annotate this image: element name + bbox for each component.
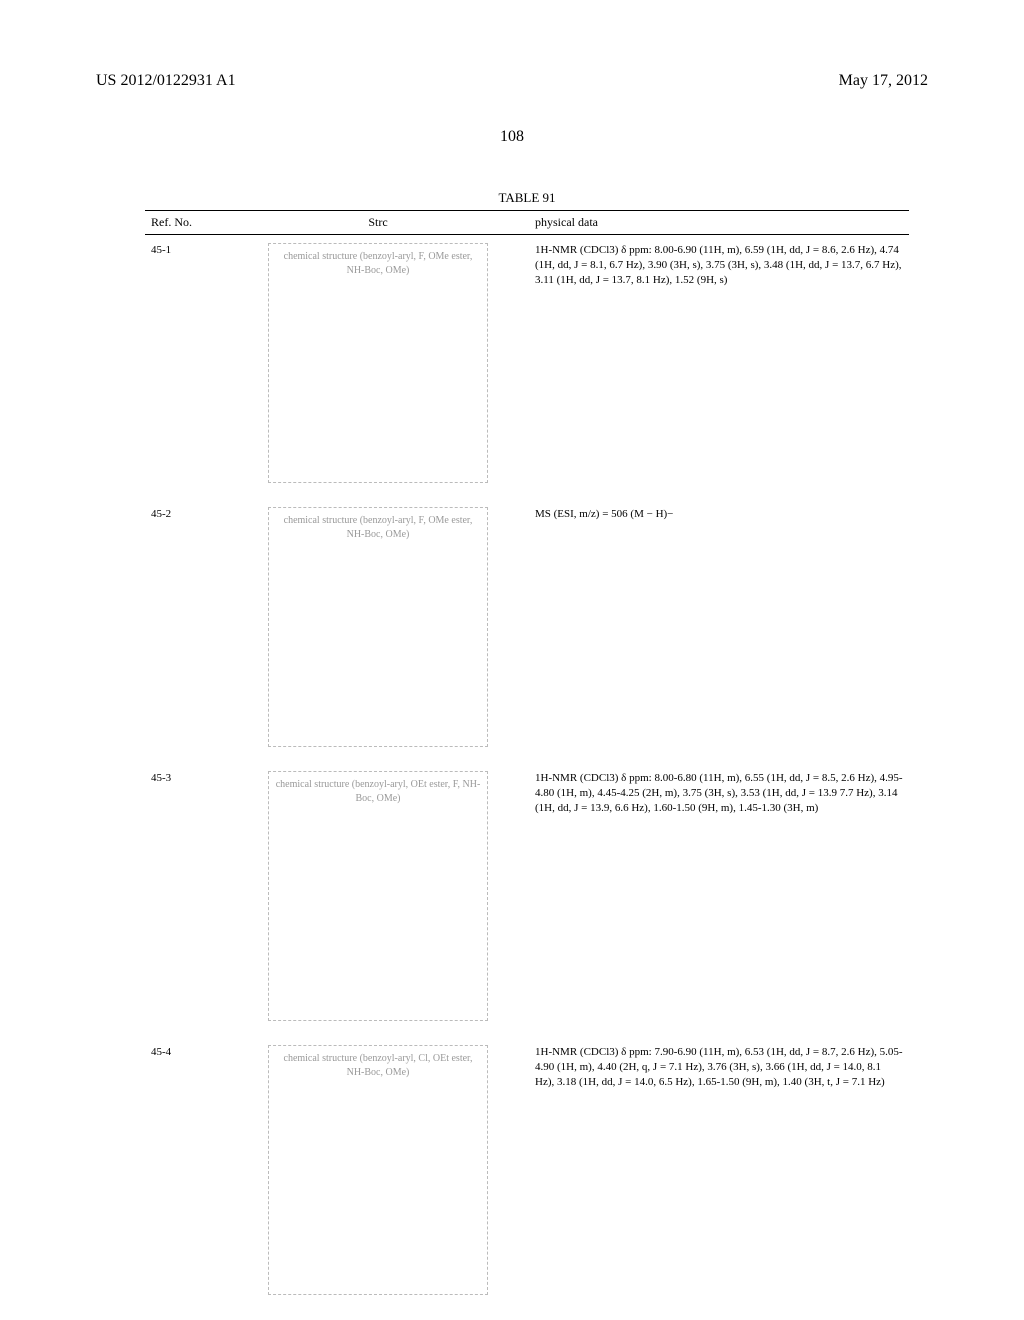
table-row: 45-3 chemical structure (benzoyl-aryl, O… (145, 763, 909, 1037)
cell-strc: chemical structure (benzoyl-aryl, F, OMe… (227, 499, 529, 763)
table-row: 45-4 chemical structure (benzoyl-aryl, C… (145, 1037, 909, 1311)
table-header-row: Ref. No. Strc physical data (145, 211, 909, 235)
cell-ref: 45-4 (145, 1037, 227, 1311)
publication-date: May 17, 2012 (839, 72, 928, 90)
cell-phys: MS (ESI, m/z) = 506 (M − H)− (529, 499, 909, 763)
data-table: Ref. No. Strc physical data 45-1 chemica… (145, 210, 909, 1311)
molecule-label: chemical structure (benzoyl-aryl, Cl, OE… (284, 1053, 473, 1078)
table-91: TABLE 91 Ref. No. Strc physical data 45-… (145, 190, 909, 1311)
page-number: 108 (0, 128, 1024, 146)
molecule-placeholder: chemical structure (benzoyl-aryl, OEt es… (268, 771, 488, 1021)
table-row: 45-2 chemical structure (benzoyl-aryl, F… (145, 499, 909, 763)
molecule-placeholder: chemical structure (benzoyl-aryl, F, OMe… (268, 243, 488, 483)
molecule-placeholder: chemical structure (benzoyl-aryl, F, OMe… (268, 507, 488, 747)
molecule-label: chemical structure (benzoyl-aryl, F, OMe… (284, 515, 473, 540)
cell-strc: chemical structure (benzoyl-aryl, OEt es… (227, 763, 529, 1037)
cell-ref: 45-3 (145, 763, 227, 1037)
cell-strc: chemical structure (benzoyl-aryl, Cl, OE… (227, 1037, 529, 1311)
table-row: 45-1 chemical structure (benzoyl-aryl, F… (145, 235, 909, 500)
patent-page: US 2012/0122931 A1 May 17, 2012 108 TABL… (0, 0, 1024, 1320)
table-body: 45-1 chemical structure (benzoyl-aryl, F… (145, 235, 909, 1312)
molecule-label: chemical structure (benzoyl-aryl, F, OMe… (284, 251, 473, 276)
publication-number: US 2012/0122931 A1 (96, 72, 236, 90)
cell-phys: 1H-NMR (CDCl3) δ ppm: 8.00-6.90 (11H, m)… (529, 235, 909, 500)
molecule-placeholder: chemical structure (benzoyl-aryl, Cl, OE… (268, 1045, 488, 1295)
cell-ref: 45-1 (145, 235, 227, 500)
col-strc: Strc (227, 211, 529, 235)
molecule-label: chemical structure (benzoyl-aryl, OEt es… (276, 779, 481, 804)
table-title: TABLE 91 (145, 190, 909, 206)
cell-phys: 1H-NMR (CDCl3) δ ppm: 8.00-6.80 (11H, m)… (529, 763, 909, 1037)
cell-strc: chemical structure (benzoyl-aryl, F, OMe… (227, 235, 529, 500)
cell-phys: 1H-NMR (CDCl3) δ ppm: 7.90-6.90 (11H, m)… (529, 1037, 909, 1311)
col-phys: physical data (529, 211, 909, 235)
col-ref: Ref. No. (145, 211, 227, 235)
cell-ref: 45-2 (145, 499, 227, 763)
